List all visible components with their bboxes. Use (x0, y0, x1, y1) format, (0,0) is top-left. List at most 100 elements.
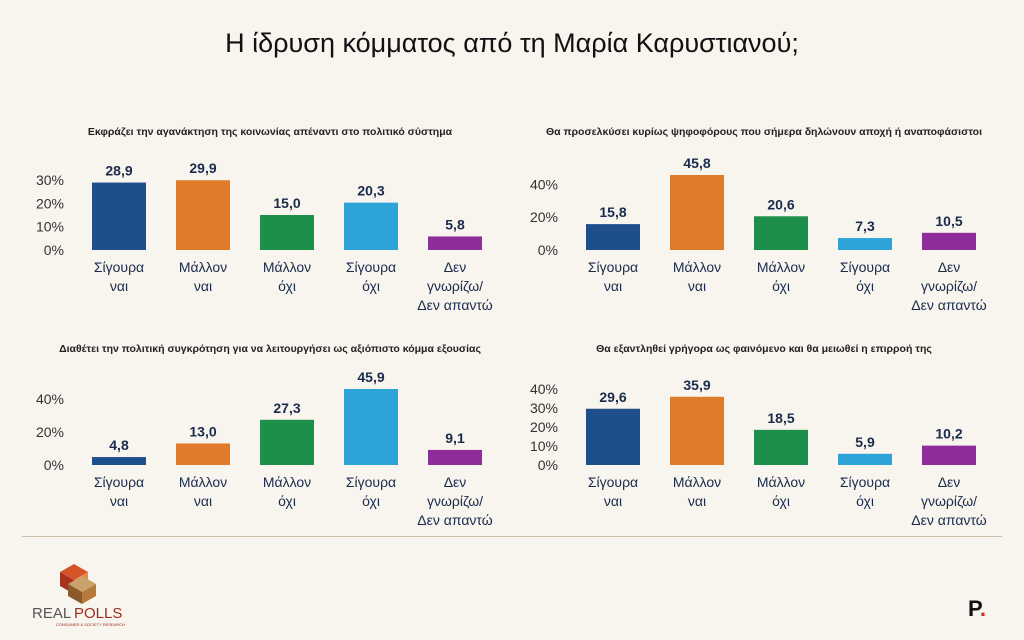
category-label: Δεν (444, 259, 467, 275)
category-label: Σίγουρα (840, 259, 890, 275)
y-tick-label: 10% (36, 219, 64, 235)
category-label: Σίγουρα (346, 259, 396, 275)
bar (754, 429, 808, 465)
data-label: 18,5 (767, 410, 794, 426)
y-tick-label: 20% (530, 209, 558, 225)
bar (838, 238, 892, 250)
y-tick-label: 0% (44, 457, 64, 473)
category-label: Δεν απαντώ (911, 297, 986, 313)
chart-expresses-anger: Εκφράζει την αγανάκτηση της κοινωνίας απ… (36, 126, 493, 313)
category-label: όχι (278, 493, 296, 509)
category-label: Δεν απαντώ (911, 512, 986, 528)
category-label: Σίγουρα (588, 259, 638, 275)
footer-divider (22, 536, 1002, 537)
category-label: Μάλλον (757, 259, 805, 275)
category-label: ναι (110, 278, 128, 294)
bar (344, 202, 398, 250)
chart-political-cohesion: Διαθέτει την πολιτική συγκρότηση για να … (36, 343, 493, 528)
category-label: Δεν (938, 259, 961, 275)
bar (586, 224, 640, 250)
category-label: γνωρίζω/ (427, 493, 483, 509)
data-label: 45,9 (357, 369, 384, 385)
publisher-logo: P. (968, 596, 986, 622)
bar (922, 445, 976, 465)
bar (586, 408, 640, 465)
y-tick-label: 30% (530, 400, 558, 416)
chart-title: Θα εξαντληθεί γρήγορα ως φαινόμενο και θ… (596, 343, 932, 355)
data-label: 9,1 (445, 430, 465, 446)
category-label: όχι (772, 278, 790, 294)
brand-name-part1: REAL (32, 605, 71, 622)
bar (922, 232, 976, 250)
category-label: ναι (604, 278, 622, 294)
data-label: 15,8 (599, 204, 626, 220)
category-label: γνωρίζω/ (427, 278, 483, 294)
data-label: 13,0 (189, 423, 216, 439)
y-tick-label: 0% (538, 242, 558, 258)
bar (260, 215, 314, 250)
bar (260, 419, 314, 465)
data-label: 20,3 (357, 183, 384, 199)
chart-title: Εκφράζει την αγανάκτηση της κοινωνίας απ… (88, 126, 453, 138)
data-label: 35,9 (683, 377, 710, 393)
y-tick-label: 20% (530, 419, 558, 435)
category-label: Σίγουρα (94, 474, 144, 490)
bar (176, 180, 230, 250)
publisher-logo-letter: P (968, 596, 980, 621)
category-label: Δεν (938, 474, 961, 490)
category-label: όχι (362, 278, 380, 294)
bar (838, 453, 892, 465)
category-label: Σίγουρα (840, 474, 890, 490)
category-label: ναι (688, 493, 706, 509)
bar (92, 182, 146, 250)
category-label: Μάλλον (673, 259, 721, 275)
bar (754, 216, 808, 250)
category-label: Μάλλον (263, 474, 311, 490)
bar (428, 236, 482, 250)
category-label: ναι (688, 278, 706, 294)
category-label: όχι (856, 493, 874, 509)
category-label: Δεν (444, 474, 467, 490)
y-tick-label: 40% (530, 176, 558, 192)
category-label: γνωρίζω/ (921, 493, 977, 509)
data-label: 10,5 (935, 213, 962, 229)
category-label: Σίγουρα (94, 259, 144, 275)
y-tick-label: 40% (36, 391, 64, 407)
category-label: Μάλλον (179, 474, 227, 490)
data-label: 20,6 (767, 196, 794, 212)
y-tick-label: 0% (44, 242, 64, 258)
y-tick-label: 20% (36, 195, 64, 211)
category-label: Δεν απαντώ (417, 297, 492, 313)
category-label: Δεν απαντώ (417, 512, 492, 528)
category-label: ναι (194, 278, 212, 294)
data-label: 15,0 (273, 195, 300, 211)
category-label: ναι (110, 493, 128, 509)
category-label: Μάλλον (757, 474, 805, 490)
bar (428, 449, 482, 465)
category-label: Μάλλον (673, 474, 721, 490)
category-label: όχι (278, 278, 296, 294)
data-label: 27,3 (273, 400, 300, 416)
data-label: 10,2 (935, 426, 962, 442)
category-label: όχι (856, 278, 874, 294)
data-label: 4,8 (109, 437, 129, 453)
category-label: Σίγουρα (346, 474, 396, 490)
category-label: Μάλλον (179, 259, 227, 275)
data-label: 29,9 (189, 160, 216, 176)
bar (670, 396, 724, 465)
data-label: 45,8 (683, 155, 710, 171)
brand-tagline: CONSUMER & SOCIETY RESEARCH (56, 622, 125, 627)
y-tick-label: 20% (36, 424, 64, 440)
category-label: Σίγουρα (588, 474, 638, 490)
page-title: Η ίδρυση κόμματος από τη Μαρία Καρυστιαν… (225, 28, 799, 58)
chart-title: Διαθέτει την πολιτική συγκρότηση για να … (59, 343, 481, 355)
category-label: γνωρίζω/ (921, 278, 977, 294)
data-label: 29,6 (599, 389, 626, 405)
realpolls-logo: REAL POLLS CONSUMER & SOCIETY RESEARCH (30, 562, 140, 633)
chart-title: Θα προσελκύσει κυρίως ψηφοφόρους που σήμ… (546, 126, 982, 138)
y-tick-label: 0% (538, 457, 558, 473)
bar (344, 389, 398, 465)
data-label: 7,3 (855, 218, 875, 234)
publisher-logo-dot: . (979, 596, 986, 621)
data-label: 5,9 (855, 434, 875, 450)
